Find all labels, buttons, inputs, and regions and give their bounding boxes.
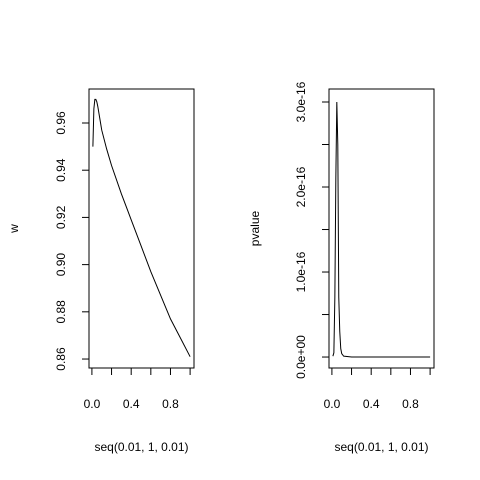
x-tick-label: 0.8 bbox=[402, 397, 419, 411]
y-axis-title: pvalue bbox=[248, 211, 262, 247]
x-axis-title: seq(0.01, 1, 0.01) bbox=[334, 440, 428, 454]
y-tick-label: 0.92 bbox=[54, 205, 68, 229]
plot-box bbox=[88, 88, 195, 369]
y-tick-label: 0.0e+00 bbox=[294, 335, 308, 379]
y-tick-label: 0.86 bbox=[54, 347, 68, 371]
x-tick-label: 0.4 bbox=[363, 397, 380, 411]
x-tick-label: 0.4 bbox=[123, 397, 140, 411]
data-line bbox=[92, 98, 191, 357]
x-tick-label: 0.8 bbox=[162, 397, 179, 411]
x-axis-title: seq(0.01, 1, 0.01) bbox=[94, 440, 188, 454]
data-line bbox=[332, 101, 431, 358]
y-tick-label: 0.96 bbox=[54, 111, 68, 135]
y-tick-label: 2.0e-16 bbox=[294, 166, 308, 207]
plot-box bbox=[328, 88, 435, 369]
x-tick-label: 0.0 bbox=[84, 397, 101, 411]
y-tick-label: 0.90 bbox=[54, 253, 68, 277]
y-tick-label: 0.88 bbox=[54, 300, 68, 324]
y-tick-label: 1.0e-16 bbox=[294, 251, 308, 292]
y-tick-label: 0.94 bbox=[54, 158, 68, 182]
y-tick-label: 3.0e-16 bbox=[294, 81, 308, 122]
y-axis-title: w bbox=[7, 224, 21, 234]
x-tick-label: 0.0 bbox=[324, 397, 341, 411]
